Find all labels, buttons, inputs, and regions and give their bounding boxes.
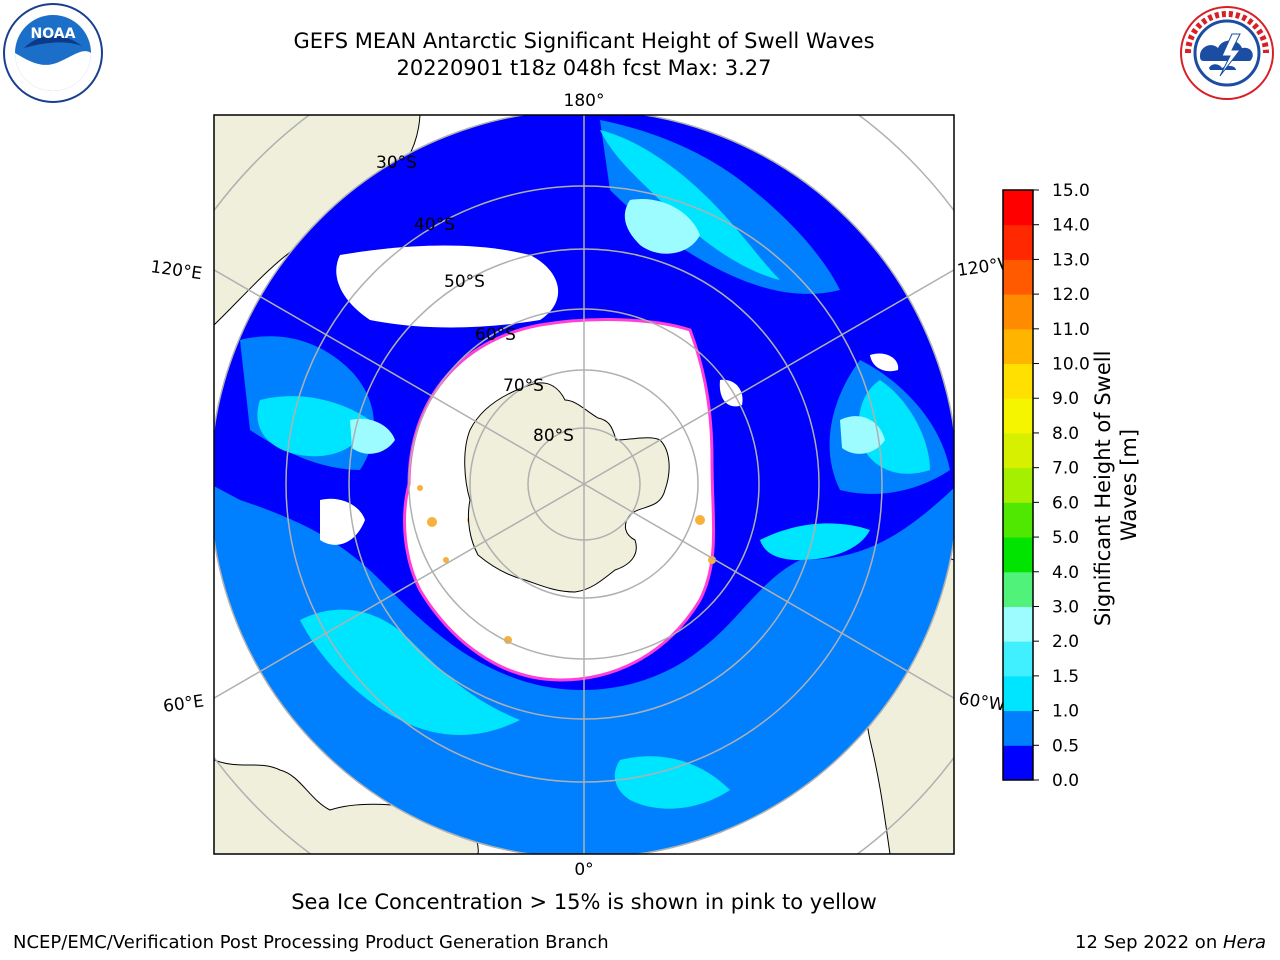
lat-label-30s: 30°S xyxy=(376,153,417,173)
lat-label-70s: 70°S xyxy=(503,376,544,396)
colorbar-tick-label: 14.0 xyxy=(1052,216,1090,236)
colorbar-tick-label: 1.5 xyxy=(1052,667,1079,687)
colorbar-tick-label: 12.0 xyxy=(1052,285,1090,305)
colorbar-segment xyxy=(1003,502,1033,538)
colorbar-tick-label: 10.0 xyxy=(1052,355,1090,375)
plot-title: GEFS MEAN Antarctic Significant Height o… xyxy=(293,29,875,53)
colorbar-segment xyxy=(1003,224,1033,260)
map-frame xyxy=(213,114,955,855)
colorbar-segment xyxy=(1003,675,1033,712)
colorbar-tick-label: 0.5 xyxy=(1052,736,1079,756)
colorbar-segment xyxy=(1003,571,1033,607)
footer-credit: NCEP/EMC/Verification Post Processing Pr… xyxy=(13,932,609,953)
svg-text:NOAA: NOAA xyxy=(31,26,76,42)
colorbar-segment xyxy=(1003,398,1033,434)
colorbar-segment xyxy=(1003,190,1033,226)
colorbar-tick-label: 11.0 xyxy=(1052,320,1090,340)
colorbar-segment xyxy=(1003,432,1033,469)
colorbar-tick-label: 5.0 xyxy=(1052,528,1079,548)
colorbar-tick-label: 4.0 xyxy=(1052,563,1079,583)
footer-date-text: 12 Sep 2022 on xyxy=(1075,932,1223,953)
colorbar-segment xyxy=(1003,710,1033,746)
colorbar-label: Significant Height of Swell Waves [m] xyxy=(1091,344,1141,626)
colorbar-label-line2: Waves [m] xyxy=(1117,429,1141,541)
colorbar-tick-label: 0.0 xyxy=(1052,771,1079,791)
colorbar-tick-label: 3.0 xyxy=(1052,597,1079,617)
lat-label-80s: 80°S xyxy=(533,426,574,446)
lon-label-0: 0° xyxy=(574,860,593,880)
colorbar-segment xyxy=(1003,537,1033,573)
graticule xyxy=(214,115,954,854)
colorbar-segment xyxy=(1003,467,1033,503)
lon-label-180: 180° xyxy=(564,91,605,111)
lon-label-60w: 60°W xyxy=(957,689,1006,715)
colorbar-tick-label: 13.0 xyxy=(1052,250,1090,270)
colorbar-segment xyxy=(1003,745,1033,781)
colorbar-tick-label: 2.0 xyxy=(1052,632,1079,652)
lat-label-50s: 50°S xyxy=(444,272,485,292)
noaa-logo: NOAA xyxy=(3,3,103,103)
lat-label-60s: 60°S xyxy=(475,325,516,345)
sea-ice-caption: Sea Ice Concentration > 15% is shown in … xyxy=(291,890,877,914)
colorbar-tick-label: 8.0 xyxy=(1052,424,1079,444)
lon-label-120e: 120°E xyxy=(149,257,203,284)
colorbar-label-line1: Significant Height of Swell xyxy=(1091,351,1115,627)
colorbar-segment xyxy=(1003,259,1033,295)
colorbar-segment xyxy=(1003,606,1033,642)
footer-date: 12 Sep 2022 on Hera xyxy=(1075,932,1266,953)
colorbar-tick-label: 7.0 xyxy=(1052,459,1079,479)
footer-host: Hera xyxy=(1222,932,1266,953)
colorbar: 0.0 0.5 1.0 1.5 2.0 3.0 4.0 5.0 6.0 7.0 8.0 9.0 10.0… xyxy=(1002,181,1090,791)
colorbar-tick-label: 15.0 xyxy=(1052,181,1090,201)
colorbar-tick-label: 6.0 xyxy=(1052,493,1079,513)
colorbar-segment xyxy=(1003,328,1033,365)
lat-label-40s: 40°S xyxy=(414,215,455,235)
colorbar-tick-label: 1.0 xyxy=(1052,702,1079,722)
lon-label-60e: 60°E xyxy=(162,691,205,716)
colorbar-frame xyxy=(1002,189,1034,781)
colorbar-segment xyxy=(1003,641,1033,677)
nws-logo xyxy=(1180,6,1274,100)
colorbar-tick-label: 9.0 xyxy=(1052,389,1079,409)
colorbar-segment xyxy=(1003,363,1033,399)
plot-subtitle: 20220901 t18z 048h fcst Max: 3.27 xyxy=(396,56,772,80)
colorbar-segment xyxy=(1003,294,1033,330)
